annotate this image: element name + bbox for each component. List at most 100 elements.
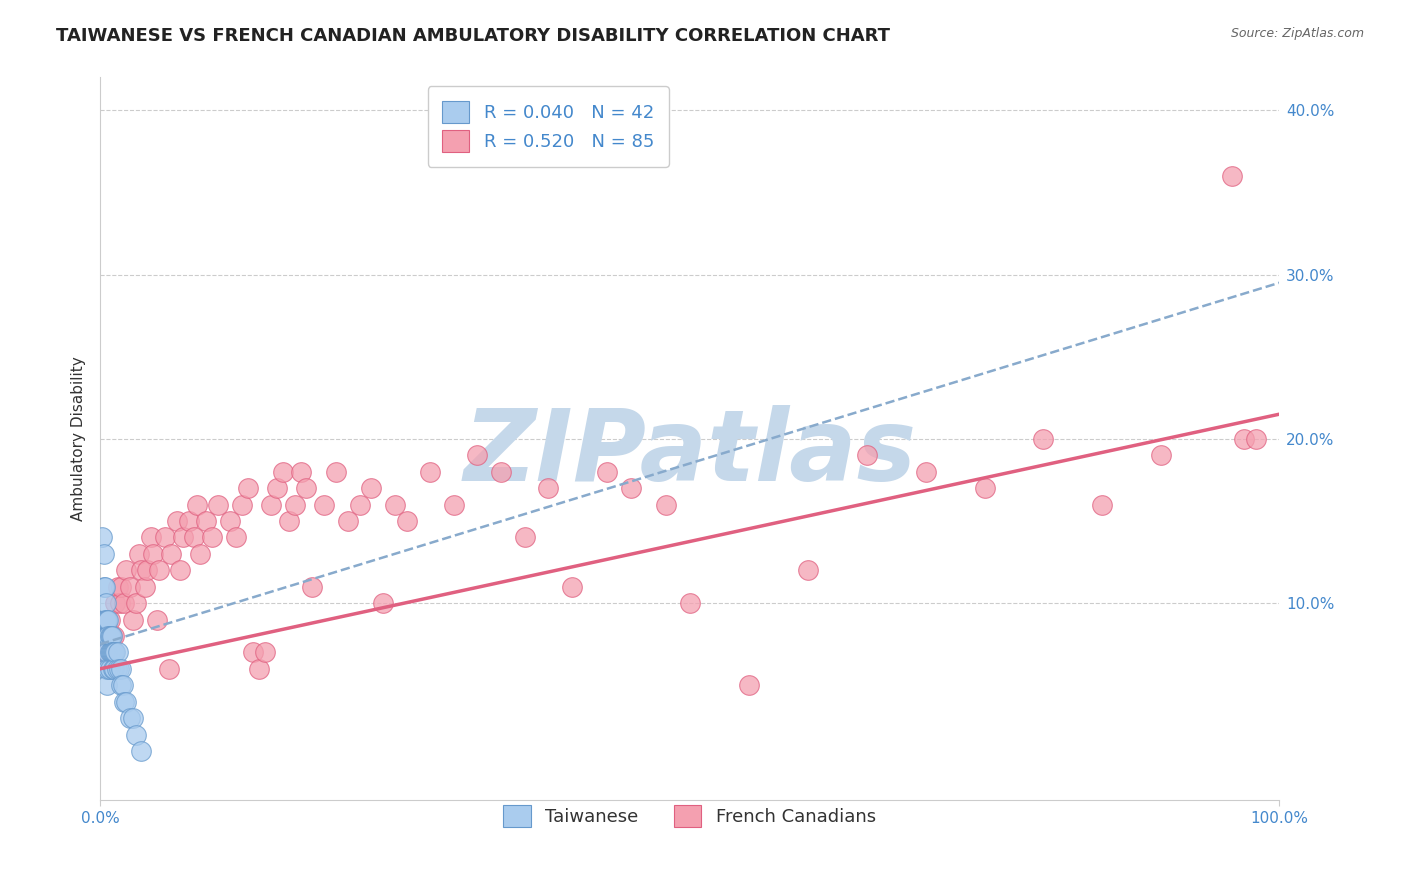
Point — [142, 547, 165, 561]
Point — [96, 645, 118, 659]
Point — [796, 563, 818, 577]
Point — [96, 645, 118, 659]
Point — [139, 530, 162, 544]
Point — [118, 580, 141, 594]
Point — [679, 596, 702, 610]
Point — [290, 465, 312, 479]
Point — [110, 580, 132, 594]
Point — [93, 580, 115, 594]
Point — [1032, 432, 1054, 446]
Point — [107, 645, 129, 659]
Point — [153, 530, 176, 544]
Point — [104, 645, 127, 659]
Point — [103, 629, 125, 643]
Point — [112, 695, 135, 709]
Point — [177, 514, 200, 528]
Point — [122, 613, 145, 627]
Point — [97, 645, 120, 659]
Point — [201, 530, 224, 544]
Point — [489, 465, 512, 479]
Point — [225, 530, 247, 544]
Text: ZIPatlas: ZIPatlas — [463, 405, 917, 502]
Point — [190, 547, 212, 561]
Point — [96, 613, 118, 627]
Point — [395, 514, 418, 528]
Point — [384, 498, 406, 512]
Point — [271, 465, 294, 479]
Point — [94, 645, 117, 659]
Point — [124, 596, 146, 610]
Point — [98, 613, 121, 627]
Point — [1091, 498, 1114, 512]
Point — [103, 662, 125, 676]
Point — [96, 629, 118, 643]
Point — [242, 645, 264, 659]
Y-axis label: Ambulatory Disability: Ambulatory Disability — [72, 357, 86, 521]
Point — [111, 678, 134, 692]
Point — [134, 580, 156, 594]
Legend: Taiwanese, French Canadians: Taiwanese, French Canadians — [496, 798, 883, 835]
Text: TAIWANESE VS FRENCH CANADIAN AMBULATORY DISABILITY CORRELATION CHART: TAIWANESE VS FRENCH CANADIAN AMBULATORY … — [56, 27, 890, 45]
Point — [183, 530, 205, 544]
Point — [973, 481, 995, 495]
Point — [655, 498, 678, 512]
Point — [737, 678, 759, 692]
Point — [277, 514, 299, 528]
Point — [101, 645, 124, 659]
Point — [160, 547, 183, 561]
Point — [103, 645, 125, 659]
Point — [100, 645, 122, 659]
Point — [104, 596, 127, 610]
Point — [314, 498, 336, 512]
Point — [94, 580, 117, 594]
Point — [336, 514, 359, 528]
Point — [108, 662, 131, 676]
Point — [236, 481, 259, 495]
Point — [97, 629, 120, 643]
Point — [254, 645, 277, 659]
Point — [96, 678, 118, 692]
Point — [93, 613, 115, 627]
Point — [94, 662, 117, 676]
Point — [98, 645, 121, 659]
Point — [94, 613, 117, 627]
Point — [108, 596, 131, 610]
Point — [93, 629, 115, 643]
Point — [914, 465, 936, 479]
Point — [110, 662, 132, 676]
Point — [124, 727, 146, 741]
Point — [122, 711, 145, 725]
Point — [467, 448, 489, 462]
Point — [284, 498, 307, 512]
Point — [325, 465, 347, 479]
Point — [98, 629, 121, 643]
Point — [260, 498, 283, 512]
Point — [131, 744, 153, 758]
Point — [443, 498, 465, 512]
Point — [115, 695, 138, 709]
Point — [94, 596, 117, 610]
Point — [1244, 432, 1267, 446]
Point — [94, 629, 117, 643]
Point — [247, 662, 270, 676]
Point — [136, 563, 159, 577]
Point — [1150, 448, 1173, 462]
Point — [115, 563, 138, 577]
Point — [94, 645, 117, 659]
Point — [371, 596, 394, 610]
Point — [94, 645, 117, 659]
Point — [107, 580, 129, 594]
Point — [1220, 169, 1243, 183]
Point — [301, 580, 323, 594]
Point — [112, 596, 135, 610]
Point — [169, 563, 191, 577]
Point — [131, 563, 153, 577]
Point — [513, 530, 536, 544]
Point — [118, 711, 141, 725]
Point — [91, 629, 114, 643]
Text: Source: ZipAtlas.com: Source: ZipAtlas.com — [1230, 27, 1364, 40]
Point — [537, 481, 560, 495]
Point — [105, 662, 128, 676]
Point — [91, 530, 114, 544]
Point — [98, 662, 121, 676]
